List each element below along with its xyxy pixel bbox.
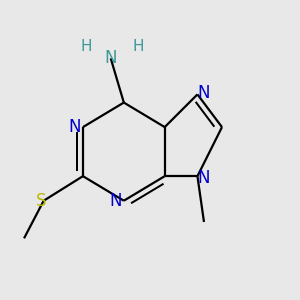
Text: H: H [80, 39, 92, 54]
Text: S: S [36, 192, 46, 210]
Text: N: N [110, 192, 122, 210]
Text: N: N [197, 84, 210, 102]
Text: N: N [197, 169, 210, 187]
Text: N: N [104, 50, 117, 68]
Text: H: H [133, 39, 144, 54]
Text: N: N [68, 118, 81, 136]
